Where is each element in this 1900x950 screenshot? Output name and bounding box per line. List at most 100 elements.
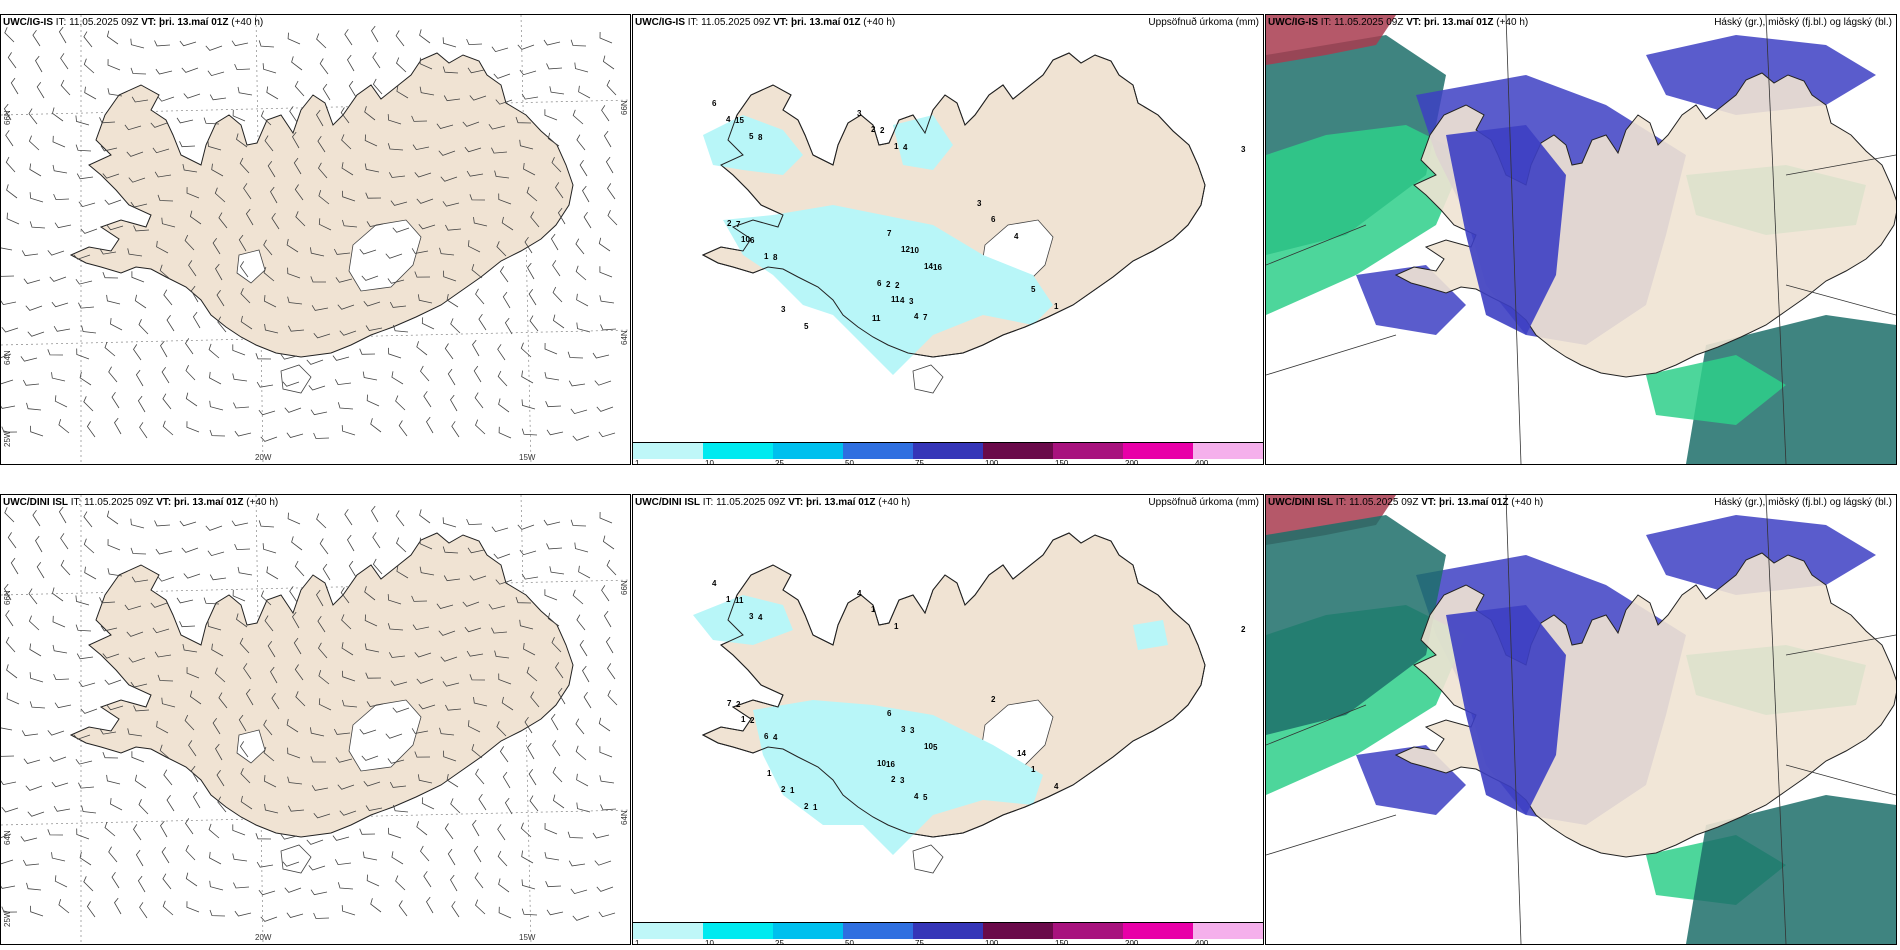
wind-barb bbox=[1, 807, 19, 813]
wind-barb bbox=[599, 266, 613, 278]
wind-barb bbox=[341, 614, 352, 630]
wind-barb bbox=[27, 811, 45, 817]
wind-barb bbox=[181, 67, 199, 73]
wind-barb bbox=[73, 254, 91, 260]
legend-tick-label: 25 bbox=[775, 939, 784, 945]
wind-barb bbox=[184, 234, 195, 251]
wind-barb bbox=[22, 379, 40, 386]
wind-barb bbox=[389, 301, 407, 308]
wind-barb bbox=[179, 621, 196, 628]
wind-barb bbox=[544, 852, 560, 861]
wind-barb bbox=[218, 692, 228, 709]
graticule-line bbox=[1765, 15, 1787, 464]
cloud-panel-row1: UWC/IG-IS IT: 11.05.2025 09Z VT: þri. 13… bbox=[1265, 14, 1897, 465]
wind-barb bbox=[473, 365, 482, 383]
precip-value-label: 4 bbox=[903, 143, 908, 152]
wind-barb bbox=[1, 353, 12, 359]
legend-swatch bbox=[773, 922, 844, 939]
wind-barb bbox=[473, 217, 488, 227]
lat-label-66n: 66N bbox=[3, 110, 12, 125]
wind-barb bbox=[263, 719, 273, 736]
wind-barb bbox=[234, 543, 251, 551]
wind-barb bbox=[262, 543, 277, 554]
wind-barb bbox=[447, 848, 456, 866]
wind-barb bbox=[426, 896, 434, 914]
legend-tick-label: 200 bbox=[1125, 459, 1139, 465]
wind-barb bbox=[186, 901, 200, 913]
precip-area bbox=[1133, 620, 1168, 650]
wind-barb bbox=[549, 86, 565, 95]
wind-barb bbox=[23, 758, 41, 764]
wind-barb bbox=[544, 342, 558, 355]
wind-barb bbox=[579, 639, 588, 657]
wind-barb bbox=[344, 509, 353, 526]
wind-barb bbox=[29, 163, 42, 177]
wind-barb bbox=[385, 733, 403, 739]
precip-area bbox=[753, 700, 1043, 855]
wind-barb bbox=[411, 248, 429, 254]
legend-tick-label: 200 bbox=[1125, 939, 1139, 945]
wind-barb bbox=[207, 140, 222, 151]
wind-barb bbox=[79, 851, 92, 866]
wind-barb bbox=[395, 30, 405, 47]
legend-tick-label: 400 bbox=[1195, 939, 1209, 945]
glacier bbox=[236, 249, 266, 284]
wind-barb bbox=[502, 291, 511, 309]
wind-barb bbox=[29, 672, 44, 683]
wind-barb bbox=[495, 99, 513, 105]
wind-barb bbox=[519, 139, 534, 150]
wind-barb bbox=[260, 110, 272, 126]
wind-barb bbox=[308, 385, 326, 391]
wind-barb bbox=[545, 401, 562, 408]
wind-barb bbox=[392, 707, 410, 713]
wind-barb bbox=[54, 395, 68, 408]
wind-barb bbox=[104, 679, 122, 685]
wind-barb bbox=[209, 851, 222, 865]
wind-barb bbox=[418, 223, 436, 230]
precip-value-label: 7 bbox=[727, 699, 732, 708]
wind-barb bbox=[310, 276, 326, 283]
wind-barb bbox=[418, 703, 436, 710]
wind-barb bbox=[570, 408, 588, 415]
wind-barb bbox=[83, 511, 93, 528]
precip-value-label: 4 bbox=[758, 613, 763, 622]
wind-barb bbox=[504, 797, 513, 815]
lat-label-66n: 66N bbox=[3, 590, 12, 605]
wind-panel-row2: UWC/DINI ISL IT: 11.05.2025 09Z VT: þri.… bbox=[0, 494, 631, 945]
wind-barb bbox=[361, 275, 379, 281]
wind-barb bbox=[599, 511, 613, 524]
wind-barb bbox=[1, 379, 14, 385]
wind-barb bbox=[234, 430, 252, 437]
precip-value-label: 3 bbox=[857, 109, 862, 118]
wind-barb bbox=[467, 240, 481, 253]
wind-barb bbox=[76, 348, 90, 360]
wind-barb bbox=[106, 510, 119, 525]
wind-barb bbox=[348, 80, 357, 98]
wind-barb bbox=[75, 758, 93, 765]
wind-barb bbox=[294, 560, 305, 577]
wind-barb bbox=[128, 177, 146, 183]
wind-barb bbox=[337, 402, 354, 410]
wind-barb bbox=[1, 426, 18, 433]
glacier bbox=[348, 219, 422, 292]
wind-barb bbox=[416, 198, 434, 204]
wind-barb bbox=[126, 151, 144, 157]
wind-barb bbox=[192, 311, 201, 329]
wind-barb bbox=[53, 805, 71, 812]
wind-barb bbox=[83, 396, 94, 412]
wind-barb bbox=[583, 691, 592, 709]
wind-barb bbox=[161, 697, 176, 708]
wind-barb bbox=[361, 755, 379, 761]
wind-barb bbox=[260, 436, 278, 442]
wind-barb bbox=[501, 696, 514, 711]
wind-barb bbox=[209, 429, 226, 437]
panel-title: UWC/DINI ISL IT: 11.05.2025 09Z VT: þri.… bbox=[635, 497, 911, 508]
wind-barb bbox=[524, 716, 533, 734]
precip-value-label: 1 bbox=[1054, 302, 1059, 311]
wind-barb bbox=[396, 85, 409, 99]
wind-barb bbox=[102, 653, 120, 659]
wind-barb bbox=[471, 263, 483, 279]
wind-barb bbox=[582, 665, 590, 683]
wind-barb bbox=[551, 157, 562, 173]
wind-barb bbox=[3, 583, 12, 601]
